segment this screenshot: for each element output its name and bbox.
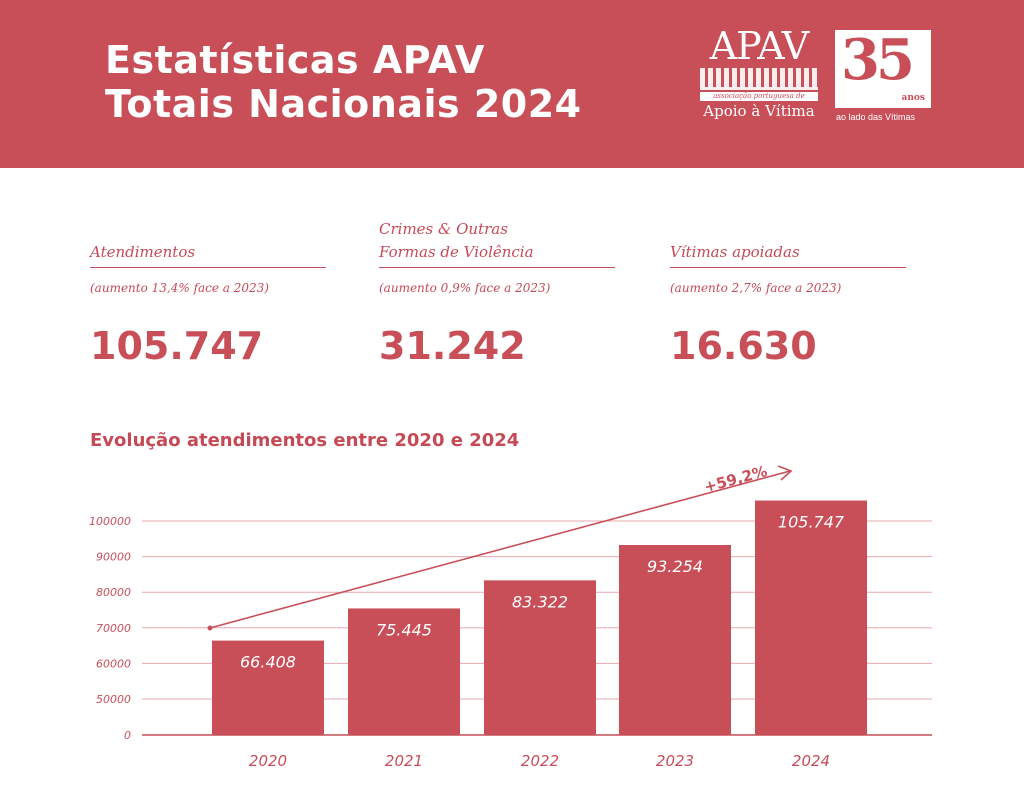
- 35-number: 35: [841, 27, 915, 93]
- x-tick-label: 2024: [792, 752, 830, 770]
- bar-2023: [619, 545, 731, 735]
- stat-label-text: Vítimas apoiadas: [670, 243, 800, 261]
- y-tick-label: 70000: [96, 622, 131, 635]
- y-tick-label: 60000: [96, 657, 131, 670]
- stat-change: (aumento 0,9% face a 2023): [379, 281, 551, 295]
- stat-label: Vítimas apoiadas: [670, 218, 906, 268]
- bar-2020: [212, 640, 324, 735]
- bar-2022: [484, 580, 596, 735]
- 35-anos-logo: 35 anos: [835, 30, 931, 108]
- apav-logo-name: APAV: [709, 24, 810, 68]
- y-tick-label: 50000: [96, 693, 131, 706]
- arrow-head-icon: [777, 465, 793, 481]
- stat-vitimas: Vítimas apoiadas (aumento 2,7% face a 20…: [670, 218, 906, 366]
- x-tick-label: 2021: [385, 752, 423, 770]
- stat-label: Crimes & Outras Formas de Violência: [379, 218, 615, 268]
- y-tick-label: 90000: [96, 551, 131, 564]
- x-tick-label: 2023: [656, 752, 694, 770]
- 35-tagline: ao lado das Vítimas: [836, 112, 916, 122]
- stat-change: (aumento 13,4% face a 2023): [90, 281, 269, 295]
- anos-label: anos: [901, 93, 925, 103]
- stat-label-text: Crimes & Outras: [379, 220, 508, 238]
- stat-label: Atendimentos: [90, 218, 326, 268]
- bar-2024: [755, 500, 867, 735]
- stat-value: 16.630: [670, 324, 817, 368]
- data-label: 66.408: [240, 653, 296, 672]
- bar-2021: [348, 608, 460, 735]
- title-line-1: Estatísticas APAV: [105, 38, 485, 82]
- apav-logo: APAV associação portuguesa de Apoio à Ví…: [700, 26, 818, 121]
- stat-atendimentos: Atendimentos (aumento 13,4% face a 2023)…: [90, 218, 326, 366]
- apav-logo-sub: Apoio à Vítima: [703, 102, 815, 120]
- stat-label-text: Atendimentos: [90, 243, 196, 261]
- stat-value: 31.242: [379, 324, 526, 368]
- y-tick-label: 0: [124, 729, 131, 742]
- stat-change: (aumento 2,7% face a 2023): [670, 281, 842, 295]
- stat-label-text-2: Formas de Violência: [379, 243, 534, 261]
- stat-crimes: Crimes & Outras Formas de Violência (aume…: [379, 218, 615, 366]
- data-label: 93.254: [647, 557, 703, 576]
- chart-title: Evolução atendimentos entre 2020 e 2024: [90, 430, 520, 451]
- data-label: 83.322: [512, 592, 568, 611]
- data-label: 75.445: [376, 620, 432, 639]
- x-tick-label: 2022: [521, 752, 559, 770]
- header-banner: Estatísticas APAV Totais Nacionais 2024 …: [0, 0, 1024, 168]
- title-line-2: Totais Nacionais 2024: [105, 82, 582, 126]
- y-tick-label: 80000: [96, 586, 131, 599]
- growth-annotation: +59,2%: [702, 462, 769, 496]
- apav-logo-band: associação portuguesa de: [700, 92, 818, 101]
- y-tick-label: 100000: [89, 515, 131, 528]
- page-title: Estatísticas APAV Totais Nacionais 2024: [105, 38, 582, 126]
- x-tick-label: 2020: [249, 752, 287, 770]
- growth-arrow: [209, 470, 791, 629]
- stat-value: 105.747: [90, 324, 264, 368]
- people-silhouettes-icon: [700, 68, 818, 90]
- data-label: 105.747: [778, 513, 845, 532]
